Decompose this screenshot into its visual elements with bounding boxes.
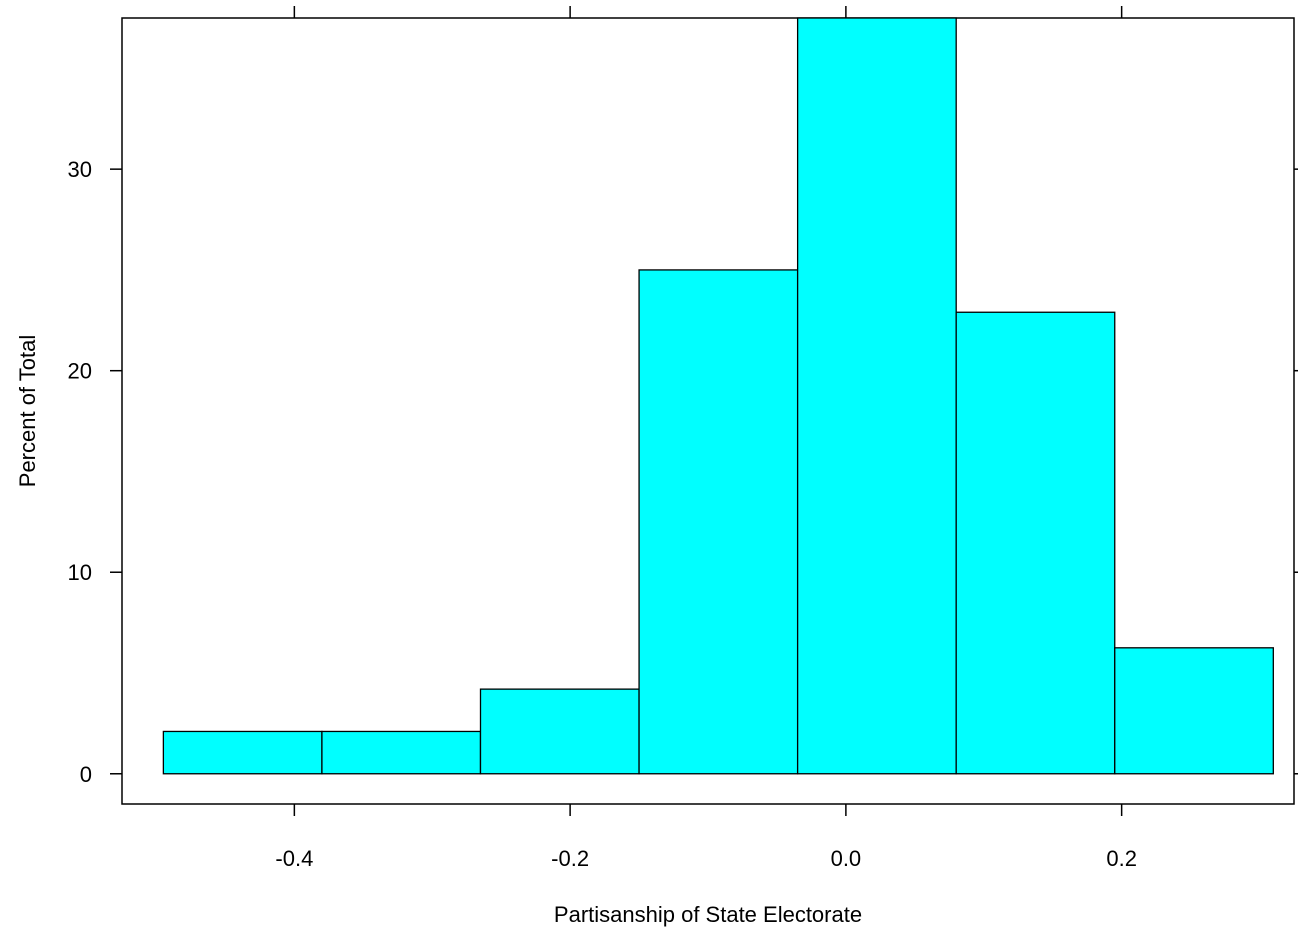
- x-axis-label: Partisanship of State Electorate: [554, 902, 862, 927]
- x-tick-label: -0.4: [275, 846, 313, 871]
- x-tick-label: 0.0: [831, 846, 862, 871]
- y-tick-label: 0: [80, 762, 92, 787]
- x-tick-label: 0.2: [1106, 846, 1137, 871]
- histogram-bar-2: [321, 730, 482, 775]
- histogram-bar-5: [796, 17, 957, 775]
- histogram-bar-1: [162, 730, 323, 775]
- histogram-bar-7: [1114, 647, 1274, 775]
- x-tick-label: -0.2: [551, 846, 589, 871]
- bars-group: [162, 17, 1274, 775]
- plot-frame: [121, 17, 1295, 805]
- y-tick-label: 30: [68, 157, 92, 182]
- histogram-bar-6: [955, 311, 1116, 775]
- y-axis-label: Percent of Total: [15, 335, 40, 487]
- y-tick-label: 10: [68, 560, 92, 585]
- y-tick-label: 20: [68, 359, 92, 384]
- histogram-bar-4: [638, 269, 799, 775]
- histogram-bar-3: [479, 688, 640, 775]
- ticks-group: -0.4 -0.2 0.0 0.2 0 10 20 30: [68, 6, 1298, 871]
